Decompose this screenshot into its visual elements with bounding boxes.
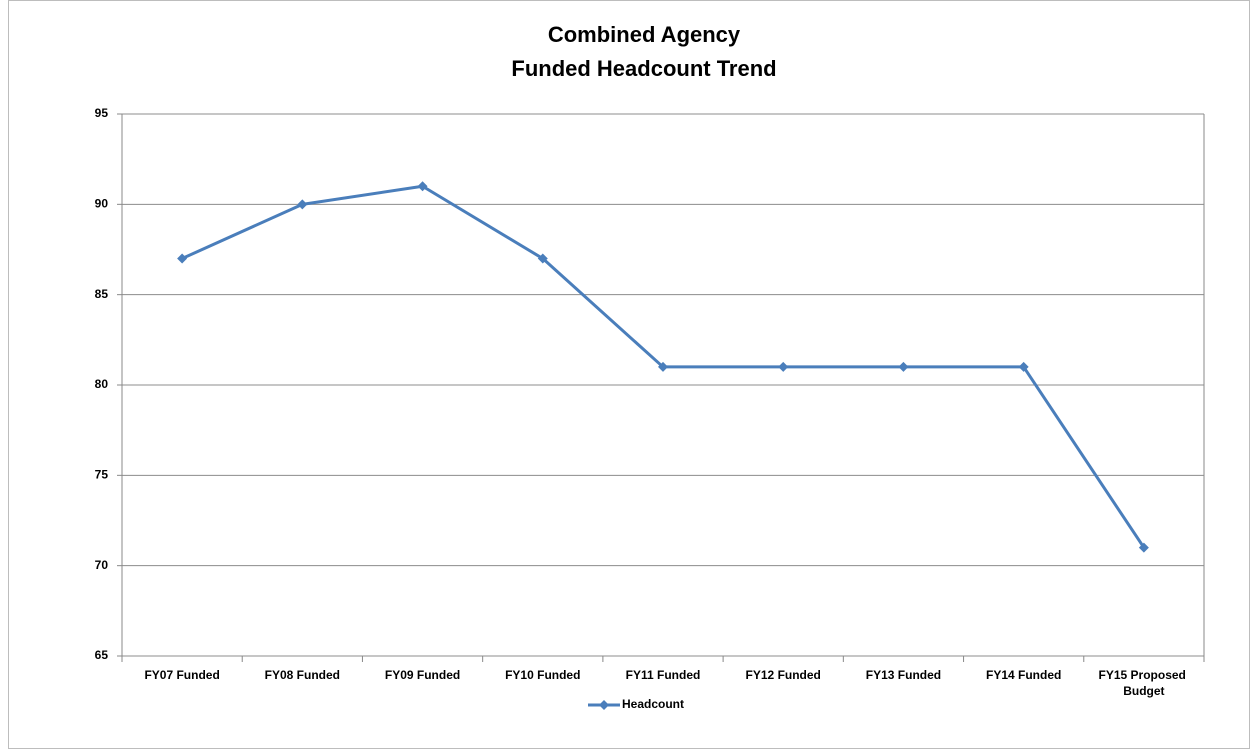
y-tick-label: 70 [95, 558, 109, 572]
point-marker [778, 361, 789, 372]
x-tick-label: FY09 Funded [385, 668, 460, 682]
x-tick-label: FY10 Funded [505, 668, 580, 682]
y-tick-label: 95 [95, 106, 109, 120]
point-marker [898, 361, 909, 372]
x-tick-label: FY08 Funded [265, 668, 340, 682]
point-marker [417, 181, 428, 192]
y-tick-label: 80 [95, 377, 109, 391]
legend-label: Headcount [622, 697, 684, 711]
y-tick-label: 65 [95, 648, 109, 662]
point-marker [658, 361, 668, 372]
x-tick-label: FY07 Funded [144, 668, 219, 682]
y-tick-label: 85 [95, 287, 109, 301]
chart-title: Combined Agency [548, 22, 741, 47]
y-tick-label: 75 [95, 468, 109, 482]
point-marker [1018, 361, 1029, 372]
x-tick-label: FY12 Funded [746, 668, 821, 682]
x-tick-label: FY15 Proposed Budget [1099, 668, 1190, 698]
legend-marker [599, 700, 609, 710]
point-marker [297, 199, 308, 210]
point-marker [1138, 542, 1149, 553]
x-tick-label: FY14 Funded [986, 668, 1061, 682]
y-tick-label: 90 [95, 197, 109, 211]
x-tick-label: FY13 Funded [866, 668, 941, 682]
point-marker [537, 253, 548, 264]
point-marker [177, 253, 188, 264]
chart-frame [8, 0, 1250, 749]
chart-title: Funded Headcount Trend [511, 56, 776, 81]
x-tick-label: FY11 Funded [626, 668, 701, 682]
